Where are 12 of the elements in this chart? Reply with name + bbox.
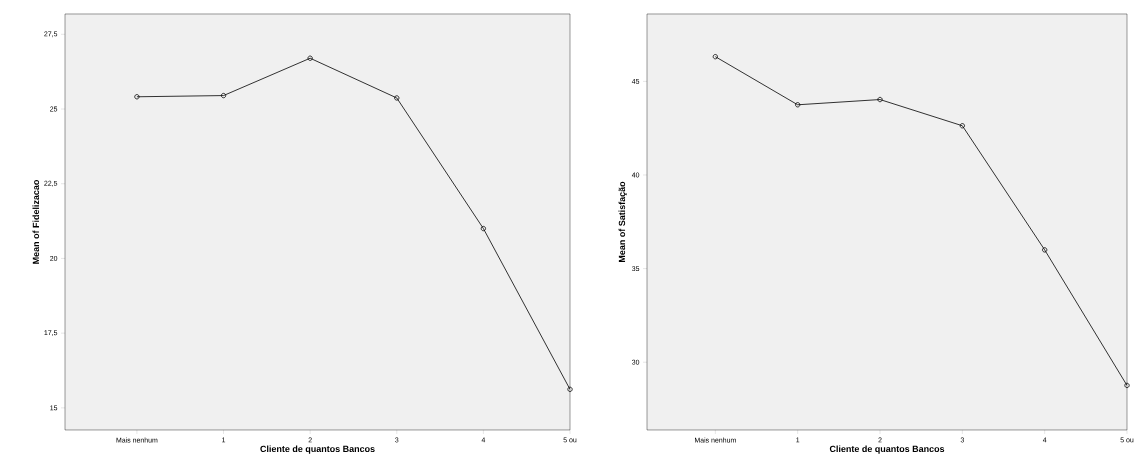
point bbox=[959, 123, 965, 129]
y-axis-title: Mean of Satisfação bbox=[618, 181, 627, 262]
x-axis-title: Cliente de quantos Bancos bbox=[260, 445, 375, 454]
point bbox=[220, 92, 227, 99]
x-axis-title: Cliente de quantos Bancos bbox=[829, 445, 945, 454]
point bbox=[480, 225, 486, 232]
point bbox=[1042, 247, 1048, 253]
y-axis-title: Mean of Fidelizacao bbox=[32, 179, 40, 264]
point bbox=[307, 55, 313, 61]
point bbox=[877, 96, 883, 103]
point bbox=[394, 95, 400, 101]
point bbox=[795, 102, 801, 108]
